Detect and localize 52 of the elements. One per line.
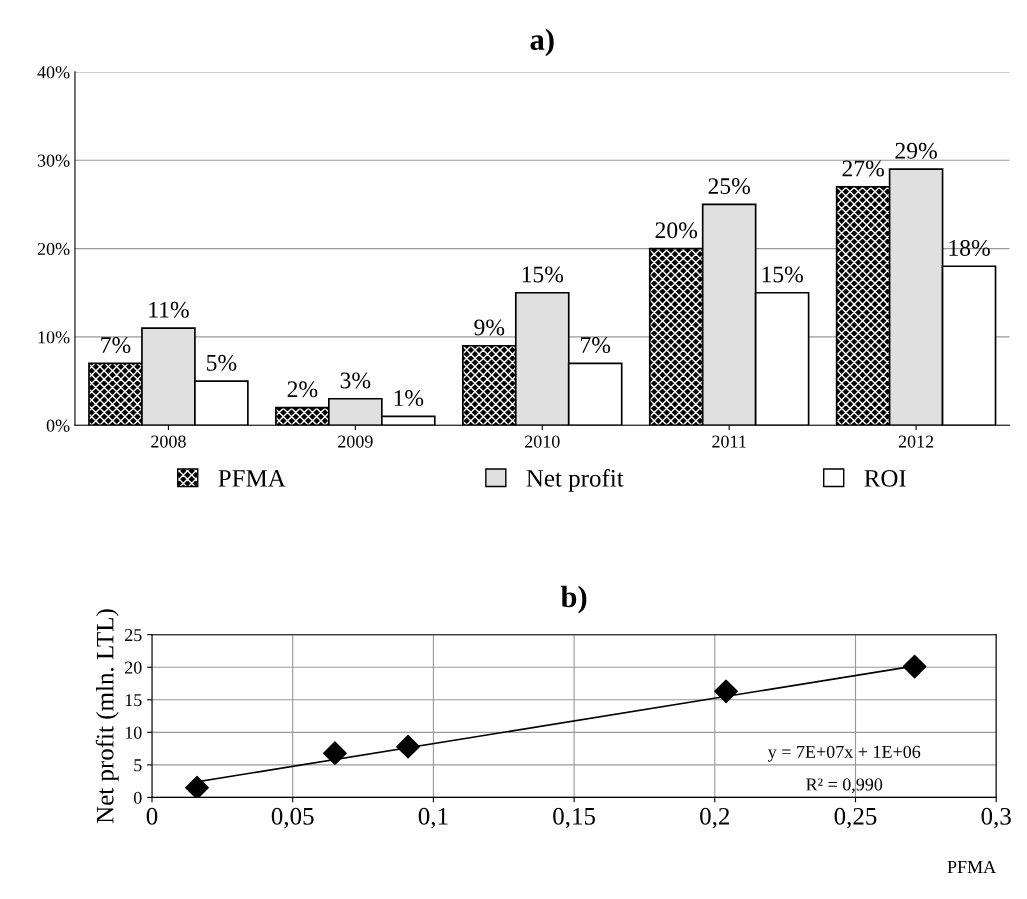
x-tick-label: 2008: [151, 435, 186, 448]
data-label: 9%: [474, 319, 505, 336]
legend-label: Net profit: [526, 468, 624, 492]
y-tick-label: 10%: [38, 331, 70, 344]
y-tick-label: 25: [125, 629, 142, 642]
data-label: 2%: [287, 381, 318, 398]
annotation: y = 7E+07x + 1E+06: [767, 745, 921, 762]
data-label: 27%: [842, 160, 884, 177]
legend-label: PFMA: [218, 470, 286, 487]
y-tick-label: 40%: [37, 66, 70, 79]
data-label: 3%: [340, 372, 371, 389]
annotation: R² = 0,990: [806, 778, 883, 794]
y-tick-label: 20%: [37, 242, 70, 256]
legend-label: ROI: [864, 469, 906, 487]
x-tick-label: 0,3: [981, 807, 1011, 829]
y-tick-label: 0: [133, 791, 142, 804]
x-tick-label: 0: [146, 807, 158, 825]
chart-title: b): [560, 585, 587, 614]
data-label: 15%: [762, 266, 803, 283]
data-label: 25%: [708, 178, 751, 195]
data-label: 5%: [207, 354, 237, 371]
x-tick-label: 2010: [524, 435, 560, 448]
point: [902, 654, 927, 679]
data-label: 18%: [949, 239, 990, 256]
x-axis-title: PFMA: [947, 860, 997, 873]
point: [185, 775, 209, 798]
y-tick-label: 20: [125, 661, 142, 674]
x-tick-label: 0,2: [700, 807, 730, 829]
y-tick-label: 5: [134, 759, 142, 772]
x-tick-label: 0,1: [418, 807, 448, 829]
x-tick-label: 2011: [712, 435, 746, 448]
data-label: 7%: [581, 337, 611, 354]
x-tick-label: 0,15: [553, 807, 595, 829]
data-label: 29%: [895, 142, 937, 159]
chart-title: a): [530, 28, 554, 57]
data-label: 1%: [394, 390, 424, 407]
x-tick-label: 0,25: [834, 807, 877, 829]
x-tick-label: 2009: [338, 435, 373, 448]
point: [323, 741, 347, 766]
point: [396, 734, 420, 759]
x-tick-label: 2012: [898, 435, 934, 448]
x-tick-label: 0,05: [271, 807, 314, 829]
y-axis-title: Net profit (mln. LTL): [95, 609, 119, 824]
data-label: 15%: [522, 266, 564, 283]
y-tick-label: 10: [125, 726, 142, 739]
data-label: 11%: [149, 301, 189, 318]
y-tick-label: 30%: [37, 154, 70, 167]
data-label: 20%: [655, 222, 698, 239]
data-label: 7%: [101, 337, 131, 354]
point: [714, 679, 738, 704]
y-tick-label: 0%: [46, 419, 70, 432]
y-tick-label: 15: [125, 694, 142, 707]
